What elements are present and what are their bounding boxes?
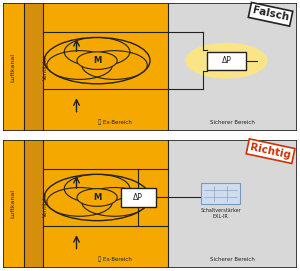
Text: Ventilator: Ventilator — [43, 191, 48, 217]
Text: ΔP: ΔP — [221, 56, 231, 65]
Text: Sicherer Bereich: Sicherer Bereich — [210, 257, 255, 262]
Text: Schaltverstärker
EXL-IR: Schaltverstärker EXL-IR — [200, 208, 241, 219]
Text: M: M — [93, 56, 101, 65]
Circle shape — [185, 43, 268, 79]
Text: Richtig: Richtig — [249, 142, 292, 160]
Bar — [168, 3, 297, 131]
Circle shape — [77, 52, 117, 69]
Text: Sicherer Bereich: Sicherer Bereich — [210, 120, 255, 125]
Text: Falsch: Falsch — [251, 6, 290, 23]
Bar — [168, 140, 297, 268]
Text: ⓧ Ex-Bereich: ⓧ Ex-Bereich — [98, 256, 132, 262]
Bar — [202, 183, 240, 204]
Bar — [207, 51, 246, 70]
Bar — [3, 140, 168, 268]
Bar — [24, 3, 43, 131]
Text: ⓧ Ex-Bereich: ⓧ Ex-Bereich — [98, 120, 132, 125]
Bar — [24, 140, 43, 268]
Text: ΔP: ΔP — [133, 193, 143, 202]
Text: Luftkanal: Luftkanal — [11, 53, 16, 82]
Bar — [3, 3, 168, 131]
Text: Luftkanal: Luftkanal — [11, 189, 16, 218]
Text: Ventilator: Ventilator — [43, 54, 48, 80]
Bar — [121, 189, 156, 207]
Circle shape — [77, 189, 117, 206]
Text: M: M — [93, 193, 101, 202]
